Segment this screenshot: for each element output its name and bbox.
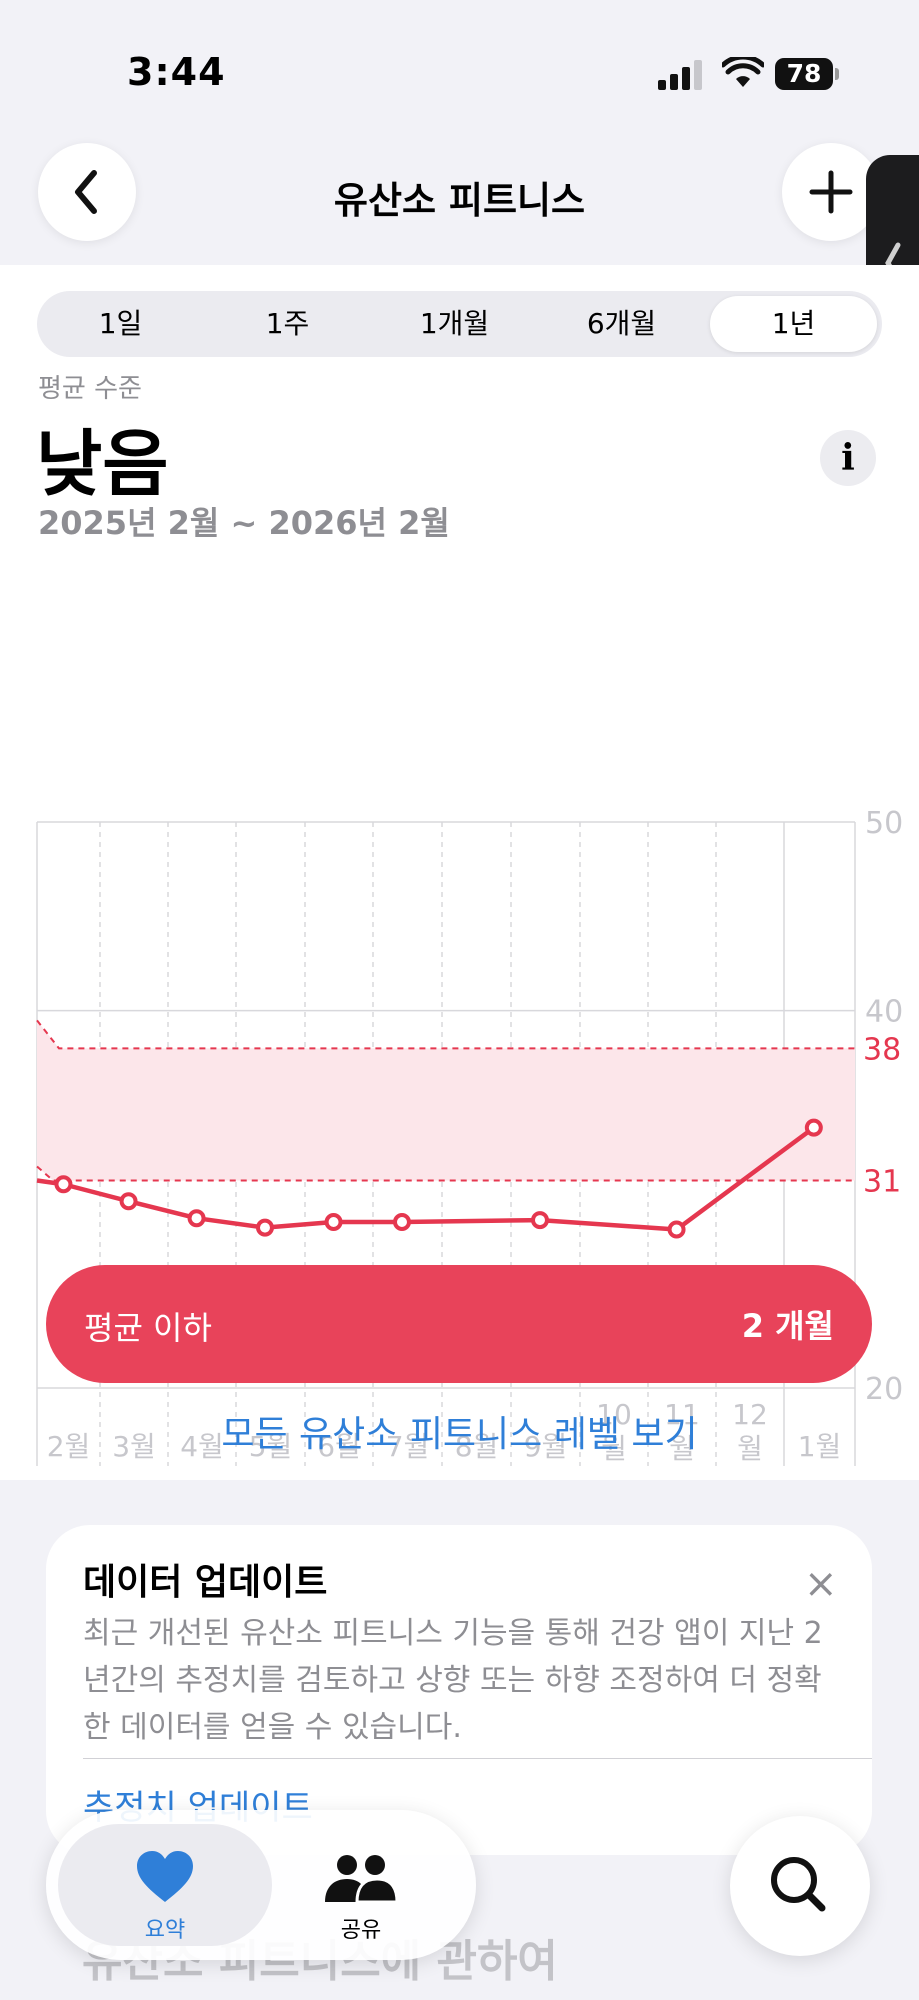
fitness-summary-card: 1일 1주 1개월 6개월 1년 평균 수준 낮음 i 2025년 2월 ~ 2…: [0, 265, 919, 1480]
all-levels-link[interactable]: 모든 유산소 피트니스 레벨 보기: [221, 1414, 698, 1455]
tab-bar: 요약 공유: [46, 1810, 476, 1960]
x-tick-label: 4월: [180, 1430, 224, 1463]
x-tick-label: 6월: [317, 1430, 361, 1463]
back-button[interactable]: [38, 143, 136, 241]
nav-bar: 유산소 피트니스: [0, 140, 919, 265]
segment-6-months[interactable]: 6개월: [586, 307, 657, 340]
date-range: 2025년 2월 ~ 2026년 2월: [38, 504, 450, 542]
below-average-count: 2 개월: [741, 1307, 834, 1345]
normal-range-band: [37, 1020, 855, 1181]
data-point: [119, 1192, 138, 1211]
metric-value: 낮음: [36, 422, 169, 506]
segment-1-week[interactable]: 1주: [265, 307, 310, 340]
below-average-label: 평균 이하: [84, 1309, 212, 1347]
x-tick-label: 월: [601, 1432, 627, 1465]
y-tick-label: 20: [865, 1372, 903, 1407]
tab-share[interactable]: 공유: [254, 1824, 468, 1946]
divider: [83, 1758, 872, 1759]
segment-1-month[interactable]: 1개월: [419, 307, 490, 340]
data-point: [54, 1175, 73, 1194]
people-icon: [325, 1855, 399, 1904]
search-button[interactable]: [730, 1816, 870, 1956]
plus-icon: [809, 170, 853, 214]
status-bar: 3:44 78: [0, 0, 919, 140]
heart-icon: [137, 1851, 193, 1902]
x-tick-label: 3월: [112, 1430, 156, 1463]
y-tick-label: 50: [865, 806, 903, 841]
segment-1-day[interactable]: 1일: [98, 307, 143, 340]
segment-1-year[interactable]: 1년: [710, 296, 877, 352]
series-line: [36, 1125, 816, 1232]
close-icon[interactable]: ×: [804, 1561, 838, 1607]
x-tick-label: 1월: [798, 1430, 842, 1463]
x-tick-label: 5월: [249, 1430, 293, 1463]
battery-cap: [835, 68, 839, 80]
y-tick-label: 40: [865, 995, 903, 1030]
metric-label: 평균 수준: [38, 374, 142, 404]
status-time: 3:44: [127, 50, 226, 94]
x-tick-label: 8월: [455, 1430, 499, 1463]
below-average-button[interactable]: 평균 이하 2 개월: [46, 1265, 872, 1383]
tab-share-label: 공유: [340, 1918, 382, 1943]
band-upper-line: [36, 1019, 855, 1050]
wifi-icon: [722, 57, 764, 87]
chevron-left-icon: [75, 170, 97, 214]
x-tick-label: 2월: [47, 1430, 91, 1463]
battery-indicator: 78: [775, 58, 833, 90]
band-lower-line: [36, 1165, 855, 1182]
data-point: [392, 1212, 411, 1231]
page-title: 유산소 피트니스: [333, 179, 586, 222]
time-range-control: 1일 1주 1개월 6개월 1년: [37, 291, 882, 357]
x-tick-label: 9월: [524, 1430, 568, 1463]
band-low-label: 31: [863, 1164, 901, 1199]
info-button[interactable]: i: [820, 430, 876, 486]
x-tick-label: 11: [664, 1398, 700, 1431]
x-tick-label: 10: [596, 1398, 632, 1431]
signal-icon: [658, 60, 702, 90]
data-point: [187, 1209, 206, 1228]
update-card-body: 최근 개선된 유산소 피트니스 기능을 통해 건강 앱이 지난 2년간의 추정치…: [83, 1616, 823, 1745]
data-point: [255, 1218, 274, 1237]
search-icon: [771, 1857, 826, 1912]
data-point: [324, 1212, 343, 1231]
band-high-label: 38: [863, 1032, 901, 1067]
x-tick-label: 월: [737, 1432, 763, 1465]
data-point: [530, 1211, 549, 1230]
x-tick-label: 월: [669, 1432, 695, 1465]
x-tick-label: 7월: [386, 1430, 430, 1463]
tab-summary-label: 요약: [144, 1918, 186, 1943]
update-card-title: 데이터 업데이트: [83, 1562, 328, 1603]
add-button[interactable]: [782, 143, 880, 241]
data-point: [667, 1220, 686, 1239]
tab-summary[interactable]: 요약: [58, 1824, 272, 1946]
data-update-card: 데이터 업데이트 × 최근 개선된 유산소 피트니스 기능을 통해 건강 앱이 …: [46, 1525, 872, 1855]
data-point: [804, 1118, 823, 1137]
x-tick-label: 12: [732, 1398, 768, 1431]
